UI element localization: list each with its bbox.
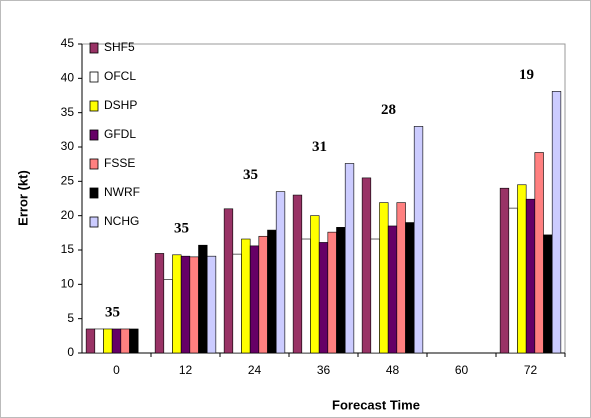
y-tick-label: 45	[61, 36, 75, 50]
bar	[189, 256, 199, 354]
x-tick-label: 12	[179, 363, 193, 377]
bar	[198, 244, 208, 354]
bar	[361, 177, 372, 354]
bar	[301, 238, 311, 354]
y-tick-label: 40	[61, 71, 75, 85]
x-tick-label: 60	[455, 363, 469, 377]
bar	[318, 242, 329, 354]
y-tick-label: 0	[67, 345, 74, 359]
bar	[310, 215, 320, 354]
bar	[543, 234, 553, 354]
bar	[292, 194, 303, 354]
bar	[379, 202, 389, 354]
y-tick-label: 35	[61, 105, 75, 119]
sample-count: 31	[312, 139, 327, 155]
bar	[267, 229, 277, 354]
bar	[103, 328, 113, 354]
bar	[517, 184, 527, 354]
bar	[327, 231, 337, 354]
legend-label: NWRF	[104, 185, 140, 199]
bar	[413, 126, 424, 354]
x-axis-label: Forecast Time	[332, 397, 420, 412]
y-tick-label: 10	[61, 277, 75, 291]
bar	[223, 208, 234, 354]
bar	[508, 207, 518, 354]
legend-label: NCHG	[104, 214, 139, 228]
bar	[396, 202, 406, 354]
y-axis-label: Error (kt)	[15, 170, 30, 226]
x-tick-label: 24	[248, 363, 262, 377]
bar	[258, 235, 268, 354]
legend-swatch	[89, 100, 99, 112]
bar	[180, 255, 191, 354]
bar	[249, 245, 260, 354]
bar	[241, 238, 251, 354]
bar	[232, 253, 242, 354]
sample-count: 35	[105, 304, 120, 320]
legend-swatch	[89, 158, 99, 170]
x-tick-label: 48	[386, 363, 400, 377]
bar	[163, 279, 173, 354]
bar	[370, 238, 380, 354]
legend-label: GFDL	[104, 127, 136, 141]
sample-count: 35	[243, 167, 258, 183]
legend-swatch	[89, 42, 99, 54]
y-tick-label: 25	[61, 174, 75, 188]
legend-swatch	[89, 129, 99, 141]
x-tick-label: 0	[113, 363, 120, 377]
bar	[172, 254, 182, 354]
y-tick-label: 15	[61, 242, 75, 256]
bar	[534, 152, 544, 354]
bar	[129, 328, 139, 354]
legend-label: SHF5	[104, 40, 135, 54]
y-tick-label: 20	[61, 208, 75, 222]
x-tick-label: 36	[317, 363, 331, 377]
legend-swatch	[89, 71, 99, 83]
bar	[499, 187, 510, 354]
bar	[206, 255, 217, 354]
legend-label: DSHP	[104, 98, 137, 112]
bar	[111, 328, 122, 354]
legend-label: OFCL	[104, 69, 136, 83]
sample-count: 19	[519, 67, 534, 83]
y-tick-label: 30	[61, 139, 75, 153]
sample-count: 28	[381, 102, 396, 118]
bar	[551, 91, 562, 354]
x-tick-label: 72	[524, 363, 538, 377]
bar	[85, 328, 96, 354]
bar	[525, 198, 536, 354]
y-tick-label: 5	[67, 311, 74, 325]
legend-swatch	[89, 187, 99, 199]
bar	[405, 222, 415, 354]
bar	[120, 328, 130, 354]
bar	[387, 225, 398, 354]
bar	[336, 227, 346, 354]
bar	[154, 253, 165, 354]
bar	[94, 328, 104, 354]
sample-count: 35	[174, 221, 189, 237]
bar	[275, 191, 286, 354]
legend-label: FSSE	[104, 156, 135, 170]
bar	[344, 163, 355, 354]
legend-swatch	[89, 216, 99, 228]
